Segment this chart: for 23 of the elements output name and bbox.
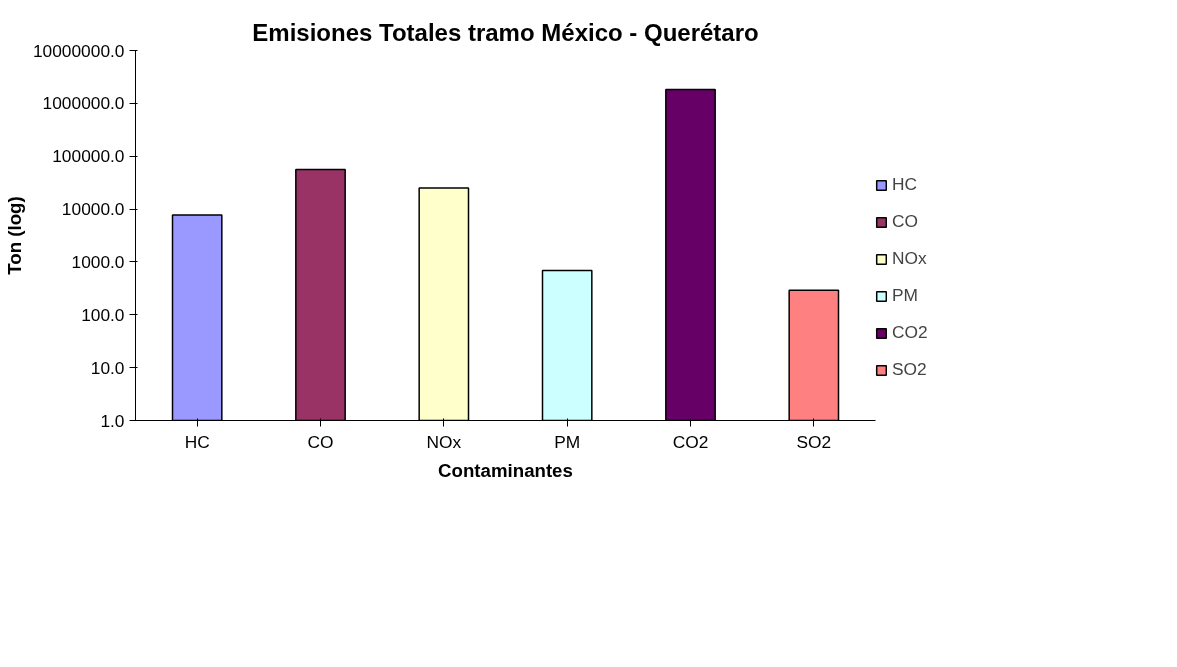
- legend-label: HC: [892, 174, 919, 195]
- legend-label: CO: [892, 211, 919, 232]
- x-tick-label: HC: [184, 431, 210, 452]
- y-tick-label: 100.0: [81, 304, 125, 325]
- legend-label: PM: [892, 285, 919, 306]
- y-tick-label: 10000000.0: [32, 40, 125, 61]
- y-tick-label: 1.0: [100, 410, 125, 431]
- x-tick-label: CO2: [672, 431, 709, 452]
- legend-label: CO2: [892, 322, 929, 343]
- y-tick-label: 100000.0: [52, 146, 125, 167]
- legend-label: NOx: [892, 248, 928, 269]
- chart-title: Emisiones Totales tramo México - Querétaro: [252, 18, 759, 46]
- y-tick-label: 10000.0: [61, 199, 125, 220]
- y-tick-label: 1000000.0: [42, 93, 125, 114]
- x-axis-title: Contaminantes: [438, 459, 573, 481]
- x-tick-label: PM: [554, 431, 581, 452]
- x-tick-label: CO: [307, 431, 334, 452]
- x-tick-label: NOx: [426, 431, 462, 452]
- x-tick-label: SO2: [796, 431, 832, 452]
- y-tick-label: 10.0: [90, 357, 125, 378]
- y-axis-title: Ton (log): [3, 196, 25, 275]
- y-tick-label: 1000.0: [71, 251, 125, 272]
- legend-label: SO2: [892, 359, 928, 380]
